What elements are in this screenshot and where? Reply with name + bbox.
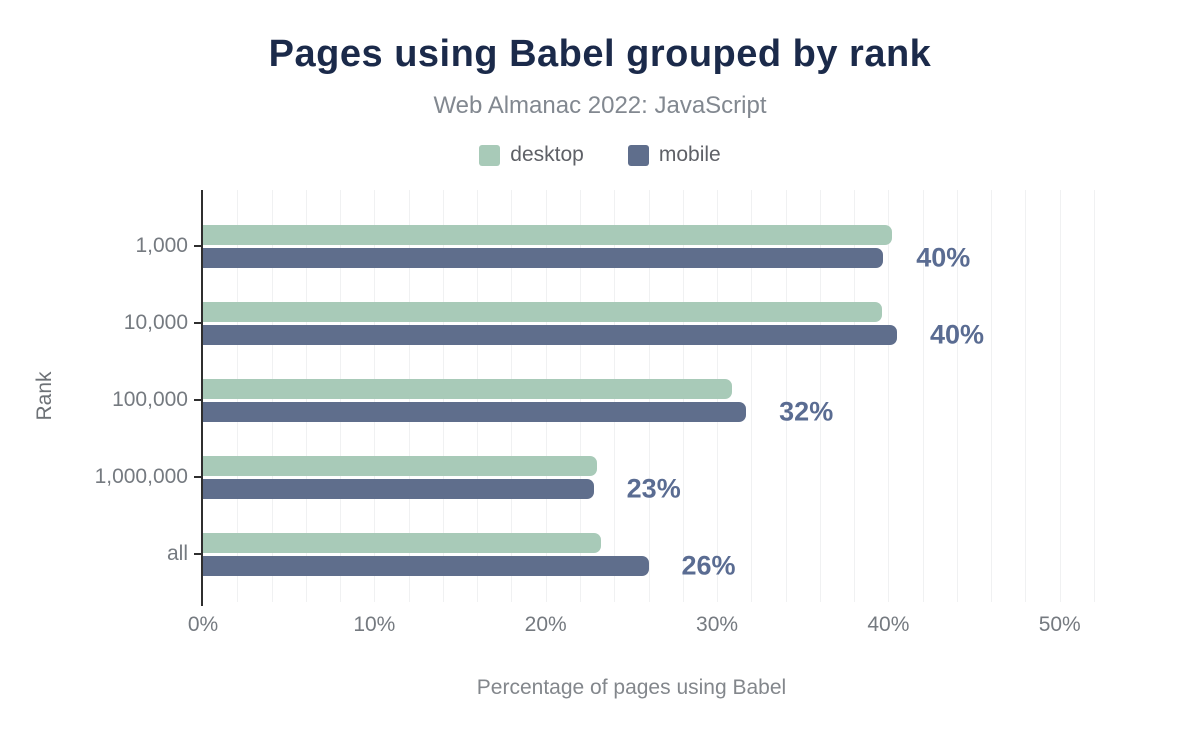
bar-mobile-10,000 <box>203 324 897 345</box>
legend-swatch-desktop-icon <box>479 144 501 166</box>
y-axis-label: 10,000 <box>123 311 188 334</box>
bar-mobile-1,000 <box>203 247 884 268</box>
bar-desktop-10,000 <box>203 301 882 322</box>
y-axis-label: 100,000 <box>112 388 188 411</box>
legend: desktop mobile <box>0 143 1200 167</box>
bar-desktop-all <box>203 532 601 553</box>
gridline <box>1094 190 1095 602</box>
x-tick-label: 50% <box>1038 613 1081 636</box>
plot-area: 40% 40% 32% 23% 26% <box>194 190 1095 606</box>
gridline <box>854 190 856 602</box>
axis-tick <box>194 553 203 555</box>
gridline <box>922 190 924 602</box>
gridline <box>751 190 753 602</box>
legend-item-desktop: desktop <box>479 143 584 167</box>
bar-desktop-1,000 <box>203 224 892 245</box>
gridline <box>819 190 821 602</box>
bar-mobile-100,000 <box>203 401 747 422</box>
x-axis-title: Percentage of pages using Babel <box>476 676 787 699</box>
legend-item-mobile: mobile <box>627 143 721 167</box>
y-axis-label: 1,000 <box>135 234 188 257</box>
x-tick-label: 0% <box>187 613 219 636</box>
gridline <box>956 190 958 602</box>
bar-desktop-100,000 <box>203 378 733 399</box>
gridline <box>1059 190 1061 602</box>
y-axis-label: all <box>166 542 188 565</box>
axis-tick <box>194 322 203 324</box>
gridline <box>785 190 787 602</box>
data-label: 23% <box>626 473 681 503</box>
bar-desktop-1,000,000 <box>203 455 598 476</box>
chart-subtitle: Web Almanac 2022: JavaScript <box>433 92 767 119</box>
data-label: 32% <box>779 396 834 426</box>
x-tick-label: 30% <box>696 613 739 636</box>
gridline <box>888 190 890 602</box>
bar-mobile-all <box>203 555 649 576</box>
x-tick-label: 10% <box>353 613 396 636</box>
legend-label-desktop: desktop <box>510 143 584 166</box>
legend-swatch-mobile-icon <box>627 144 649 166</box>
y-axis-label: 1,000,000 <box>94 465 188 488</box>
y-axis-line <box>201 190 203 606</box>
data-label: 40% <box>916 242 971 272</box>
axis-tick <box>194 245 203 247</box>
axis-tick <box>194 476 203 478</box>
data-label: 40% <box>929 319 984 349</box>
axis-tick <box>194 399 203 401</box>
data-label: 26% <box>681 550 736 580</box>
gridline <box>1025 190 1027 602</box>
legend-label-mobile: mobile <box>658 143 721 166</box>
gridline <box>991 190 993 602</box>
x-tick-label: 40% <box>867 613 910 636</box>
y-axis-title: Rank <box>33 371 56 421</box>
bar-mobile-1,000,000 <box>203 478 594 499</box>
x-tick-label: 20% <box>524 613 567 636</box>
chart-title: Pages using Babel grouped by rank <box>268 33 932 75</box>
